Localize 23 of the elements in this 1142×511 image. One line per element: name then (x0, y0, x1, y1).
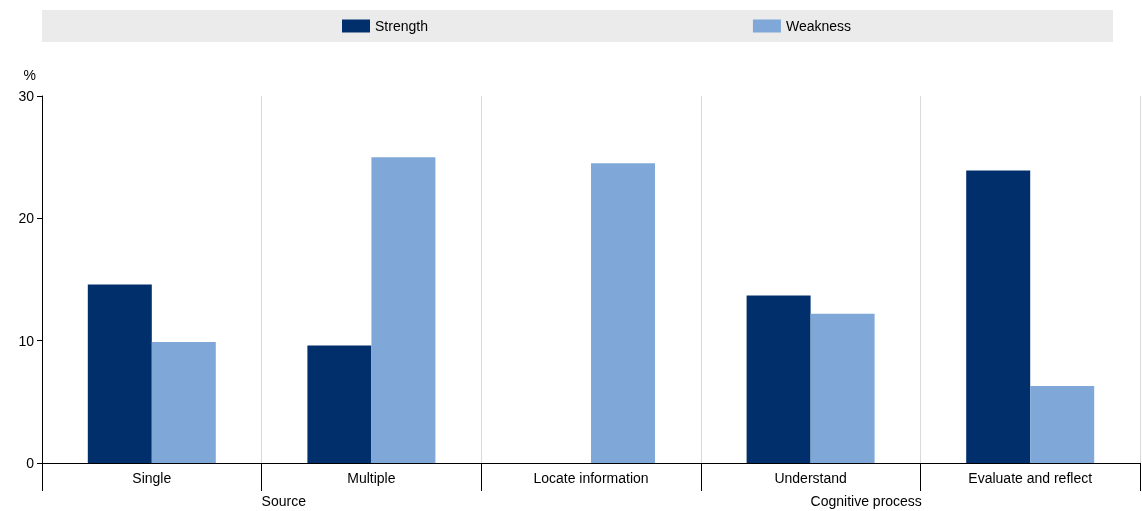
x-tick-label: Evaluate and reflect (968, 470, 1093, 486)
bar (810, 313, 875, 463)
y-tick-label: 30 (18, 88, 35, 104)
bar (966, 170, 1031, 463)
x-tick-label: Understand (774, 470, 847, 486)
bar (151, 341, 216, 463)
y-tick-label: 10 (18, 332, 35, 349)
x-tick-label: Single (132, 470, 172, 486)
y-tick-label: 20 (18, 210, 35, 227)
text: Cognitive process (810, 493, 922, 509)
text: Source (261, 493, 307, 509)
y-axis-title: % (23, 67, 36, 83)
bar (371, 157, 436, 463)
bar (746, 295, 811, 463)
bar (591, 163, 655, 463)
y-tick-label: 0 (26, 455, 35, 471)
bar (1030, 385, 1095, 463)
x-tick-label: Multiple (347, 470, 396, 486)
bar (307, 345, 372, 463)
bar (87, 284, 152, 463)
legend-label: Strength (375, 18, 428, 34)
legend-label: Weakness (785, 18, 852, 34)
x-tick-label: Locate information (533, 470, 649, 486)
